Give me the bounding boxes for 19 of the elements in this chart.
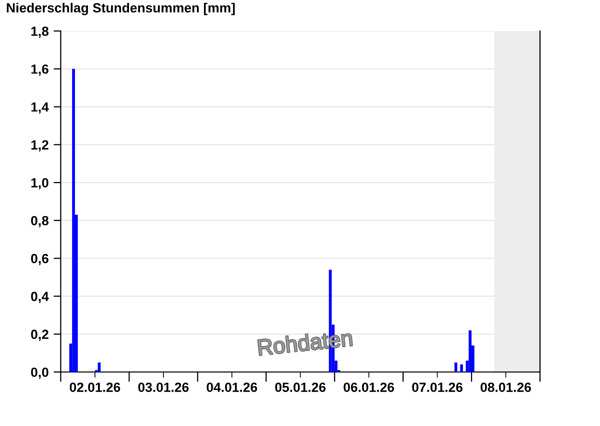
- y-tick-label: 1,8: [31, 26, 48, 38]
- y-tick-label: 0,0: [31, 368, 48, 379]
- chart-title: Niederschlag Stundensummen [mm]: [6, 2, 235, 16]
- x-tick-label: 08.01.26: [480, 382, 531, 392]
- y-tick-label: 0,8: [31, 216, 48, 228]
- y-tick-label: 0,6: [31, 254, 48, 266]
- x-tick-label: 07.01.26: [412, 382, 462, 392]
- x-tick-label: 05.01.26: [275, 382, 326, 392]
- x-tick-label: 02.01.26: [70, 382, 120, 392]
- x-tick-label: 03.01.26: [138, 382, 189, 392]
- y-tick-label: 0,4: [31, 292, 49, 304]
- y-tick-label: 1,0: [31, 178, 48, 190]
- y-tick-label: 0,2: [31, 330, 48, 341]
- x-tick-label: 06.01.26: [344, 382, 394, 392]
- y-tick-label: 1,6: [31, 64, 48, 76]
- y-tick-label: 1,4: [31, 102, 49, 114]
- annotation: Rohdaten: [258, 330, 352, 356]
- y-tick-label: 1,2: [31, 140, 48, 152]
- x-tick-label: 04.01.26: [206, 382, 258, 392]
